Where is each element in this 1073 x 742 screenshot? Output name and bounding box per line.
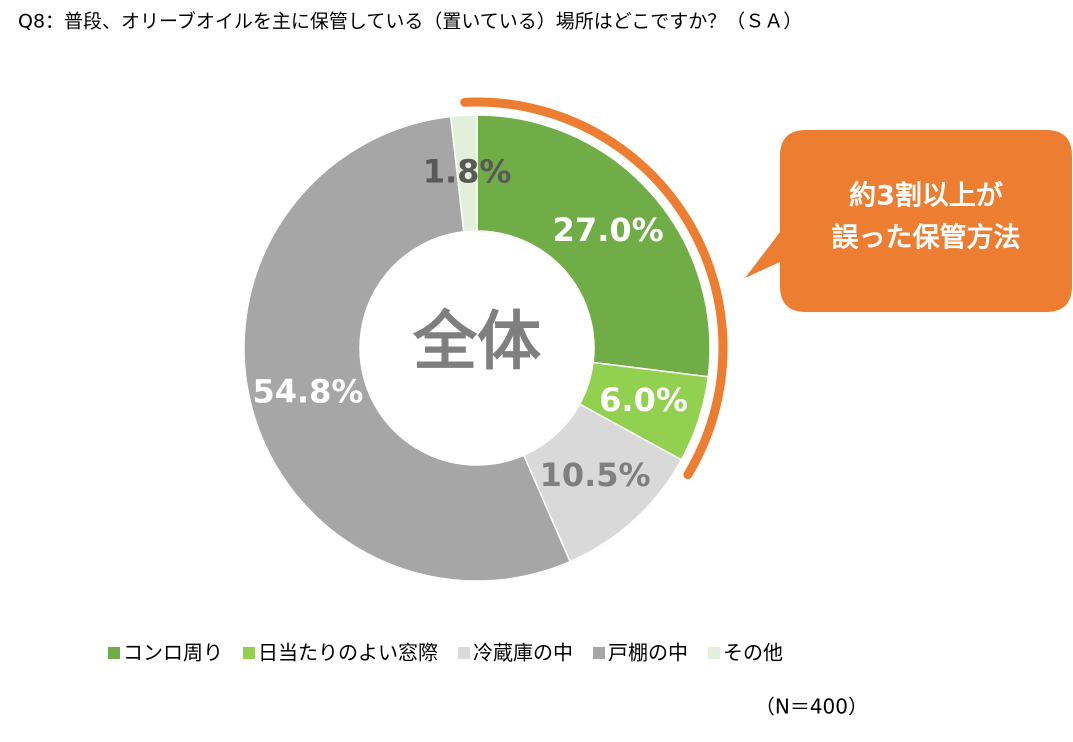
callout-text: 誤った保管方法 bbox=[832, 222, 1021, 254]
data-label: 1.8% bbox=[423, 152, 512, 190]
donut-slice bbox=[449, 114, 478, 233]
legend-swatch bbox=[108, 647, 120, 659]
legend-label: 戸棚の中 bbox=[608, 641, 688, 665]
legend-label: コンロ周り bbox=[123, 641, 223, 665]
legend-swatch bbox=[458, 647, 470, 659]
chart-title: Q8：普段、オリーブオイルを主に保管している（置いている）場所はどこですか？（Ｓ… bbox=[18, 10, 802, 33]
sample-note: （N＝400） bbox=[755, 695, 868, 719]
data-label: 6.0% bbox=[599, 381, 688, 419]
legend-swatch bbox=[243, 647, 255, 659]
callout-text: 約3割以上が bbox=[849, 180, 1003, 212]
data-label: 27.0% bbox=[553, 211, 664, 249]
legend-swatch bbox=[708, 647, 720, 659]
legend-swatch bbox=[593, 647, 605, 659]
legend-label: 日当たりのよい窓際 bbox=[258, 641, 438, 665]
legend-label: 冷蔵庫の中 bbox=[473, 641, 573, 665]
legend-label: その他 bbox=[723, 641, 783, 665]
callout-box bbox=[745, 130, 1072, 312]
legend: コンロ周り 日当たりのよい窓際 冷蔵庫の中 戸棚の中 その他 bbox=[108, 641, 783, 665]
donut-slice bbox=[476, 114, 711, 378]
donut: 27.0% 6.0% 10.5% 54.8% 1.8% bbox=[243, 97, 728, 582]
data-label: 54.8% bbox=[252, 372, 363, 410]
center-label: 全体 bbox=[412, 306, 541, 380]
donut-slice bbox=[243, 115, 572, 582]
data-label: 10.5% bbox=[540, 456, 651, 494]
emphasis-arc bbox=[460, 97, 728, 480]
